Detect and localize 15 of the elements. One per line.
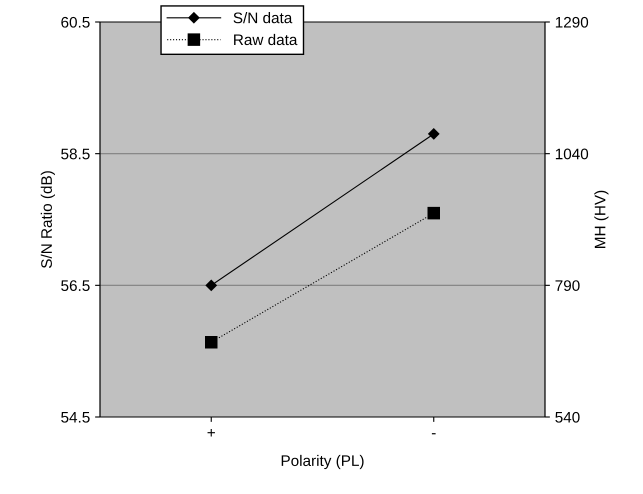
x-axis-title: Polarity (PL): [282, 454, 364, 470]
y2-tick-label: 1290: [556, 16, 588, 28]
x-tick-label: +: [208, 428, 215, 436]
y-tick-label: 60.5: [61, 16, 90, 28]
y-tick-label: 58.5: [61, 148, 90, 160]
y-tick-label: 56.5: [61, 280, 90, 292]
y-axis-title: S/N Ratio (dB): [40, 171, 55, 268]
y2-tick-label: 790: [556, 280, 580, 292]
legend-label: Raw data: [234, 34, 298, 46]
legend-label: S/N data: [234, 12, 292, 24]
y2-tick-label: 540: [555, 412, 580, 423]
y-tick-label: 54.5: [61, 412, 90, 423]
x-tick-label: -: [432, 433, 436, 434]
y2-axis-title: MH (HV): [594, 190, 608, 248]
y2-tick-label: 1040: [556, 148, 588, 160]
